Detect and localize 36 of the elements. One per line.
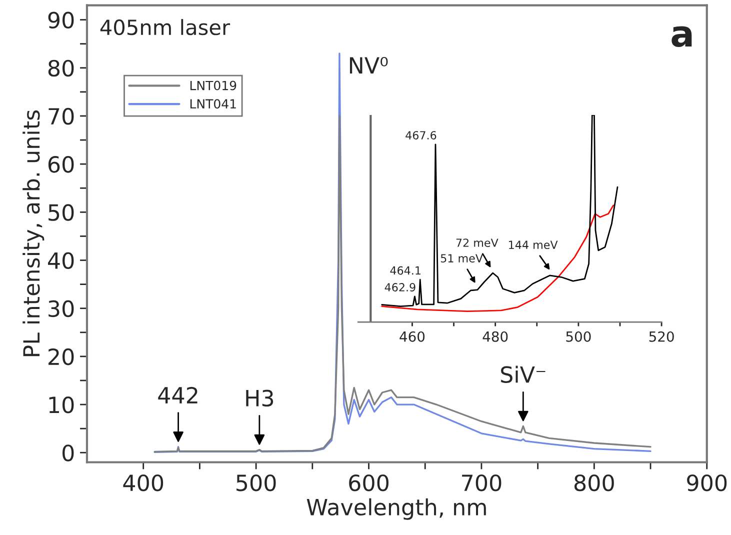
y-tick-label: 10 [49,396,74,414]
y-axis-title: PL intensity, arb. units [22,110,44,356]
x-tick-label: 500 [566,331,591,342]
y-tick-label: 50 [48,204,74,221]
annotation: NV⁰ [350,56,388,74]
annotation: 462.9 [384,283,416,292]
legend-label: LNT041 [190,99,236,109]
annotation: a [672,26,692,48]
x-axis-title: Wavelength, nm [306,498,486,520]
x-tick-label: 480 [482,331,508,342]
annotation: 144 meV [509,240,558,250]
annotation: 467.6 [406,131,436,140]
y-tick-label: 30 [48,300,74,318]
y-tick-label: 20 [48,348,74,366]
annotation: SiV⁻ [501,366,546,383]
y-tick-label: 90 [48,12,74,29]
x-tick-label: 460 [400,331,425,342]
x-tick-label: 500 [236,474,276,492]
y-tick-label: 60 [48,156,74,173]
y-tick-label: 40 [48,252,74,270]
annotation: 442 [158,386,198,404]
x-tick-label: 600 [349,474,388,492]
x-tick-label: 900 [687,474,727,492]
annotation: 464.1 [390,266,420,275]
legend-label: LNT019 [190,80,236,90]
x-tick-label: 700 [462,474,502,492]
y-tick-label: 70 [48,108,74,125]
annotation: 405nm laser [100,19,230,36]
x-tick-label: 520 [649,331,674,342]
x-tick-label: 800 [574,474,614,492]
annotation: H3 [246,390,274,407]
y-tick-label: 0 [62,444,74,462]
annotation: 51 meV [440,254,483,262]
annotation: 72 meV [456,238,498,247]
y-tick-label: 80 [48,60,74,77]
x-tick-label: 400 [123,474,164,492]
